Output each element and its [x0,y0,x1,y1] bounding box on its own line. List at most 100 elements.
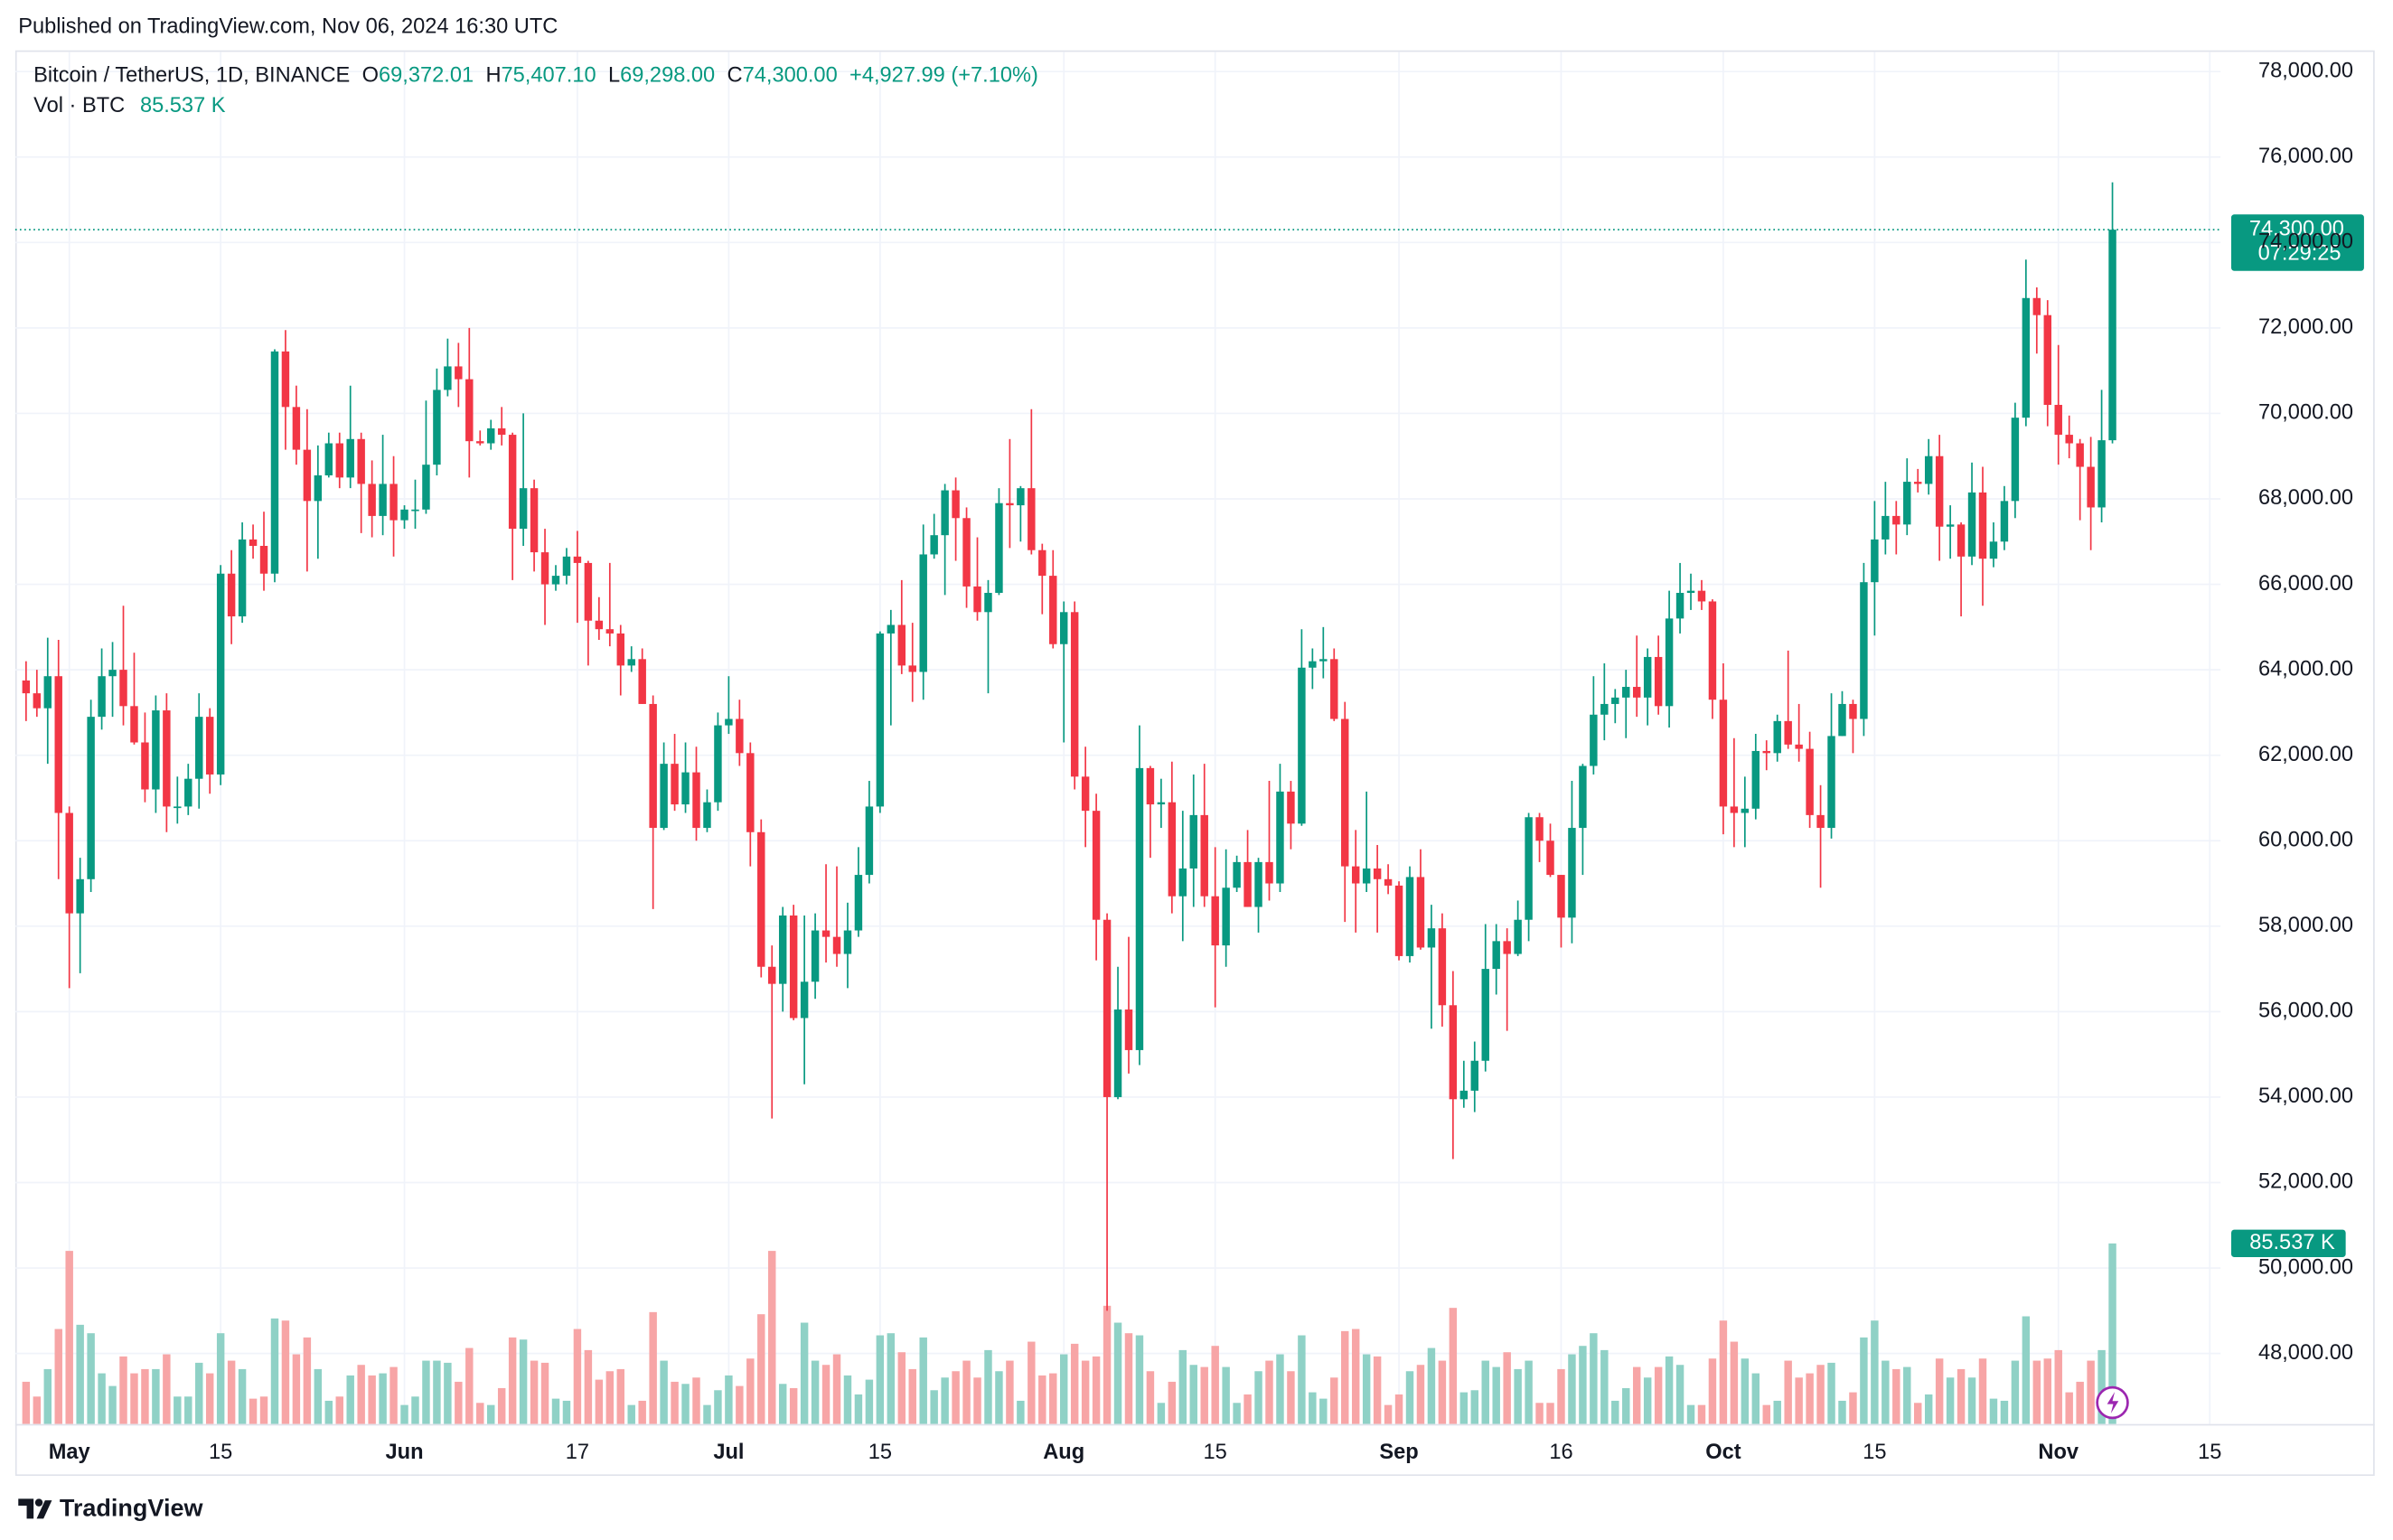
volume-bar [22,1381,31,1424]
candle-body [1557,875,1565,918]
candle-body [1124,1009,1133,1050]
volume-bar [1459,1392,1469,1424]
volume-bar [1784,1360,1792,1424]
candle-body [757,831,765,967]
candle-body [530,488,539,553]
candle-body [324,443,333,475]
candle-body [876,633,885,807]
volume-bar [497,1387,506,1424]
legend-volume-value: 85.537 K [140,94,226,117]
candle-body [2000,501,2009,542]
volume-bar [2076,1381,2084,1424]
volume-bar [984,1349,992,1424]
volume-bar [1384,1404,1393,1424]
volume-bar [487,1404,495,1424]
candle-body [660,764,668,829]
x-tick-label: Nov [2038,1441,2079,1464]
x-tick-label: May [49,1441,91,1464]
legend-ohlc: Bitcoin / TetherUS, 1D, BINANCE O69,372.… [33,64,1038,88]
volume-bar [1654,1366,1663,1424]
y-tick-label: 74,000.00 [2258,230,2353,254]
volume-bar [163,1354,171,1424]
candle-body [433,390,441,465]
candle-body [1459,1090,1469,1100]
candle-body [1730,806,1739,813]
volume-layer [22,1243,2116,1424]
volume-bar [671,1381,679,1424]
volume-bar [2054,1349,2062,1424]
candle-body [1416,877,1425,948]
candle-body [1849,703,1857,719]
candle-body [2087,466,2095,508]
volume-bar [1503,1352,1511,1424]
candle-body [1394,885,1403,956]
candle-body [141,742,149,790]
volume-bar [422,1360,430,1424]
volume-bar [1416,1365,1425,1424]
candle-body [1070,612,1079,777]
volume-bar [335,1396,343,1424]
candle-body [119,670,127,707]
candle-body [703,802,711,829]
volume-bar [800,1322,809,1424]
volume-bar [1546,1403,1554,1424]
volume-bar [465,1348,474,1424]
candle-body [1135,767,1144,1050]
candle-body [1535,817,1544,841]
candle-body [1384,878,1393,886]
candle-body [1978,492,1987,559]
candle-body [605,629,615,634]
candle-body [551,576,560,585]
candle-body [843,930,852,954]
candle-body [778,915,787,984]
volume-bar [811,1360,820,1424]
volume-bar [259,1396,268,1424]
volume-bar [1017,1400,1025,1424]
candle-body [919,554,927,672]
volume-bar [1600,1349,1609,1424]
volume-bar [1632,1366,1641,1424]
volume-bar [411,1396,419,1424]
volume-bar [1611,1400,1619,1424]
volume-bar [357,1365,365,1424]
candle-body [87,717,95,879]
volume-bar [1081,1360,1090,1424]
volume-bar [2000,1400,2009,1424]
x-tick-label: Sep [1379,1441,1418,1464]
volume-bar [1579,1346,1587,1424]
volume-bar [584,1349,593,1424]
volume-bar [1675,1365,1684,1424]
volume-bar [638,1400,646,1424]
candle-body [1319,659,1328,662]
volume-bar [2032,1360,2041,1424]
candle-body [65,812,73,914]
volume-bar [174,1396,182,1424]
volume-bar [1265,1360,1273,1424]
candle-body [1006,502,1014,506]
candle-body [638,659,646,704]
volume-bar [1189,1365,1197,1424]
legend-key: L [608,64,620,88]
volume-bar [324,1400,333,1424]
candle-body [1028,488,1036,550]
volume-bar [1514,1368,1522,1424]
candle-body [1719,700,1728,807]
candle-body [2108,230,2116,441]
y-tick-label: 58,000.00 [2258,914,2353,937]
x-tick-label: Oct [1705,1441,1741,1464]
candle-body [941,490,949,536]
legend-value: 69,298.00 [620,64,715,88]
candle-body [1038,549,1046,577]
volume-bar [1697,1404,1706,1424]
volume-bar [508,1337,517,1424]
volume-bar [455,1381,463,1424]
volume-bar [379,1373,387,1424]
candle-body [1946,524,1955,527]
y-tick-label: 70,000.00 [2258,401,2353,425]
candle-body [1816,814,1825,829]
candle-body [476,441,484,444]
volume-bar [962,1360,971,1424]
